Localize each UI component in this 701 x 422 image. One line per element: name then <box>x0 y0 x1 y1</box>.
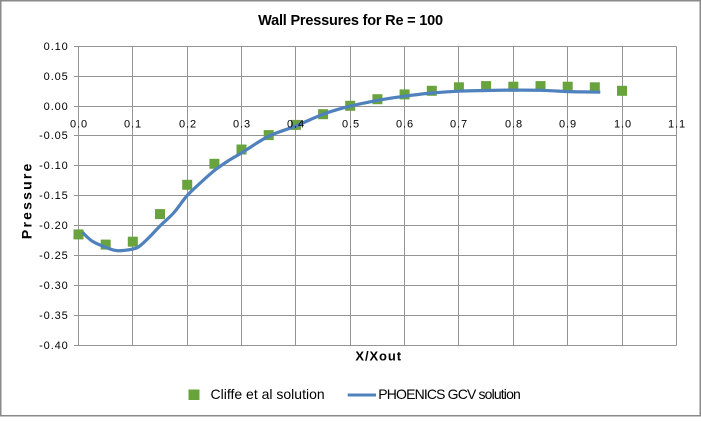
svg-text:0.5: 0.5 <box>342 119 360 131</box>
svg-text:PHOENICS GCV solution: PHOENICS GCV solution <box>378 386 520 402</box>
svg-text:Pressure: Pressure <box>19 162 35 240</box>
svg-text:-0.15: -0.15 <box>39 190 69 202</box>
svg-text:-0.20: -0.20 <box>39 220 69 232</box>
svg-text:0.05: 0.05 <box>44 71 69 83</box>
svg-text:0.4: 0.4 <box>287 119 305 131</box>
svg-text:0.1: 0.1 <box>124 119 142 131</box>
svg-text:0.2: 0.2 <box>179 119 197 131</box>
svg-text:-0.35: -0.35 <box>39 310 69 322</box>
svg-text:-0.25: -0.25 <box>39 250 69 262</box>
svg-text:1.0: 1.0 <box>614 119 632 131</box>
svg-text:-0.05: -0.05 <box>39 130 69 142</box>
svg-text:0.10: 0.10 <box>44 41 69 53</box>
svg-text:0.6: 0.6 <box>396 119 414 131</box>
svg-text:0.00: 0.00 <box>44 101 69 113</box>
svg-text:0.7: 0.7 <box>450 119 468 131</box>
svg-text:-0.40: -0.40 <box>39 340 69 352</box>
svg-text:0.8: 0.8 <box>505 119 523 131</box>
svg-text:0.0: 0.0 <box>70 119 88 131</box>
svg-text:-0.10: -0.10 <box>39 160 69 172</box>
svg-text:0.9: 0.9 <box>559 119 577 131</box>
svg-text:0.3: 0.3 <box>233 119 251 131</box>
svg-text:X/Xout: X/Xout <box>355 348 402 363</box>
svg-text:1.1: 1.1 <box>668 119 686 131</box>
svg-text:-0.30: -0.30 <box>39 280 69 292</box>
svg-text:Wall Pressures for Re = 100: Wall Pressures for Re = 100 <box>258 13 443 29</box>
svg-text:Cliffe et al solution: Cliffe et al solution <box>211 386 325 402</box>
